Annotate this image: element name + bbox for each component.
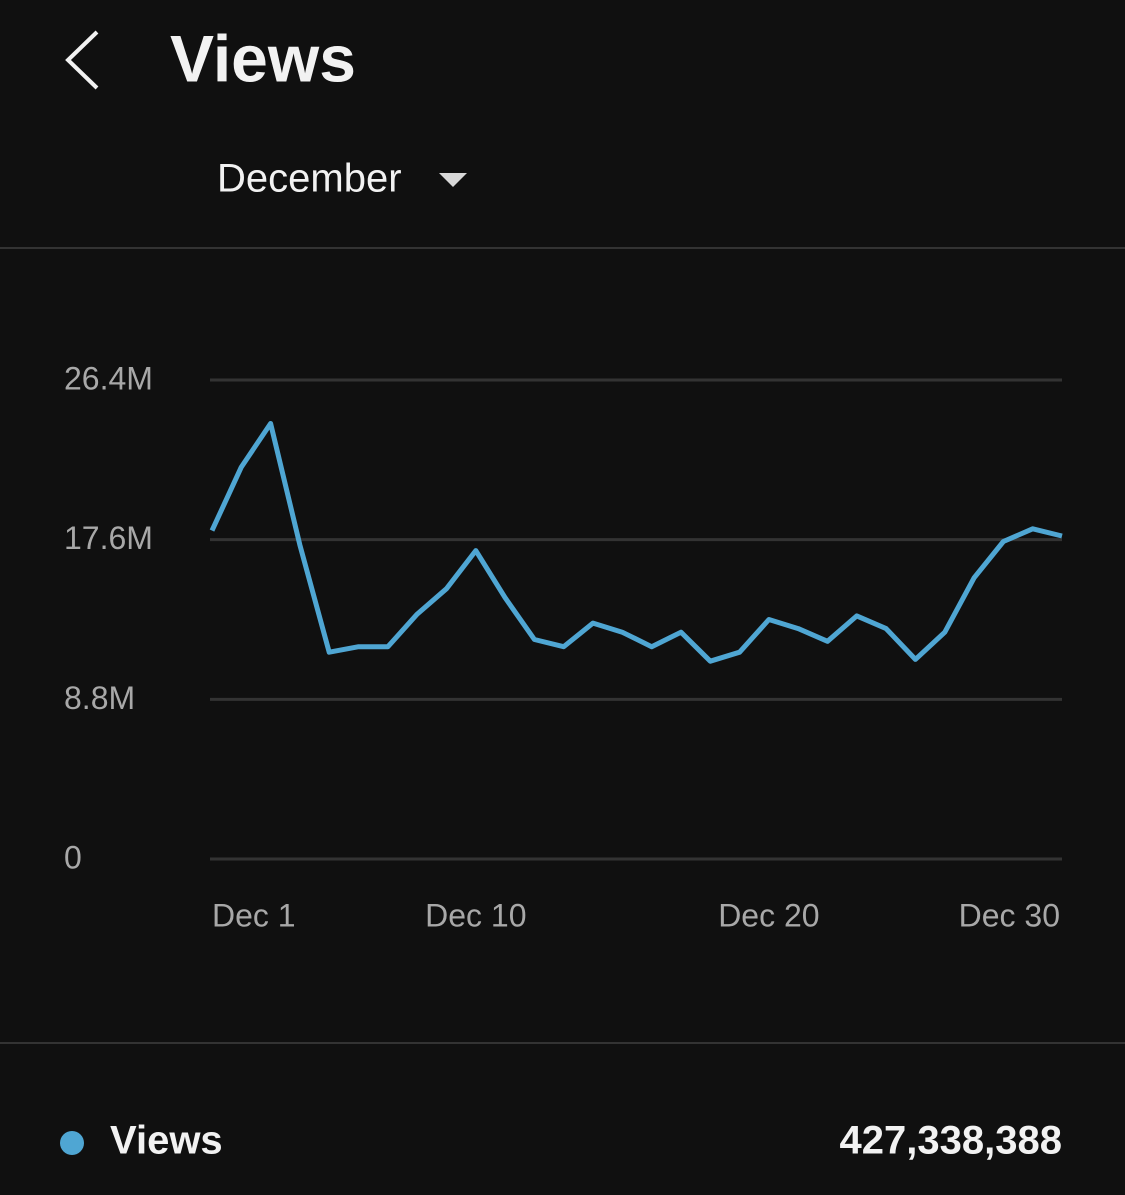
x-tick-label: Dec 1 xyxy=(212,897,296,933)
legend-label: Views xyxy=(110,1119,223,1163)
page-title: Views xyxy=(170,21,356,95)
y-tick-label: 0 xyxy=(64,839,82,875)
total-value: 427,338,388 xyxy=(840,1119,1062,1163)
x-tick-label: Dec 10 xyxy=(425,897,526,933)
y-tick-label: 17.6M xyxy=(64,520,153,556)
back-button[interactable] xyxy=(65,30,99,90)
x-tick-label: Dec 20 xyxy=(718,897,819,933)
data-line xyxy=(209,421,1063,664)
y-tick-label: 26.4M xyxy=(64,360,153,396)
legend-dot xyxy=(60,1131,84,1155)
y-tick-label: 8.8M xyxy=(64,680,135,716)
dropdown-arrow[interactable] xyxy=(439,173,467,187)
x-tick-label: Dec 30 xyxy=(959,897,1060,933)
period-selector[interactable]: December xyxy=(217,157,402,201)
